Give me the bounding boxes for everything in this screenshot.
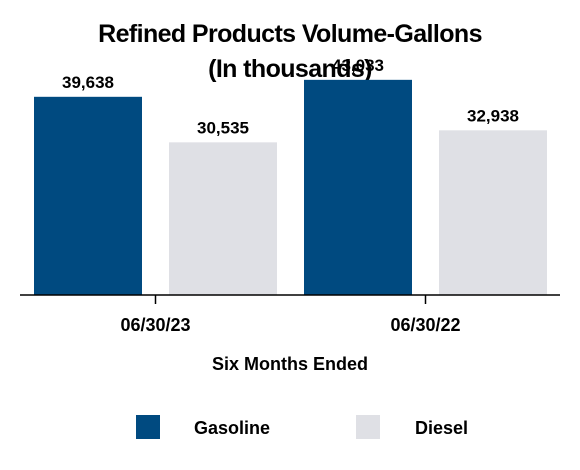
legend-swatch-gasoline	[136, 415, 160, 439]
bar-gasoline-2	[304, 79, 412, 296]
legend-swatch-diesel	[356, 415, 380, 439]
x-tick-label-2: 06/30/22	[390, 315, 460, 335]
legend: Gasoline Diesel	[136, 415, 468, 439]
x-axis-tick-labels-group: 06/30/23 06/30/22	[120, 315, 460, 335]
x-tick-label-1: 06/30/23	[120, 315, 190, 335]
data-label-gasoline-2: 43,033	[332, 56, 384, 75]
bar-diesel-2	[439, 130, 547, 295]
bar-gasoline-1	[34, 96, 142, 295]
legend-label-gasoline: Gasoline	[194, 418, 270, 438]
data-label-diesel-2: 32,938	[467, 106, 519, 125]
bar-diesel-1	[169, 142, 277, 295]
legend-label-diesel: Diesel	[415, 418, 468, 438]
x-axis-title: Six Months Ended	[212, 354, 368, 374]
x-axis-ticks-group	[154, 295, 427, 304]
data-labels-group: 39,638 30,535 43,033 32,938	[62, 56, 519, 137]
chart-title-line-2: (In thousands)	[208, 55, 372, 83]
data-label-diesel-1: 30,535	[197, 118, 249, 137]
data-label-gasoline-1: 39,638	[62, 73, 114, 92]
bars-group	[34, 79, 547, 296]
chart-title-line-1: Refined Products Volume-Gallons	[98, 20, 482, 48]
